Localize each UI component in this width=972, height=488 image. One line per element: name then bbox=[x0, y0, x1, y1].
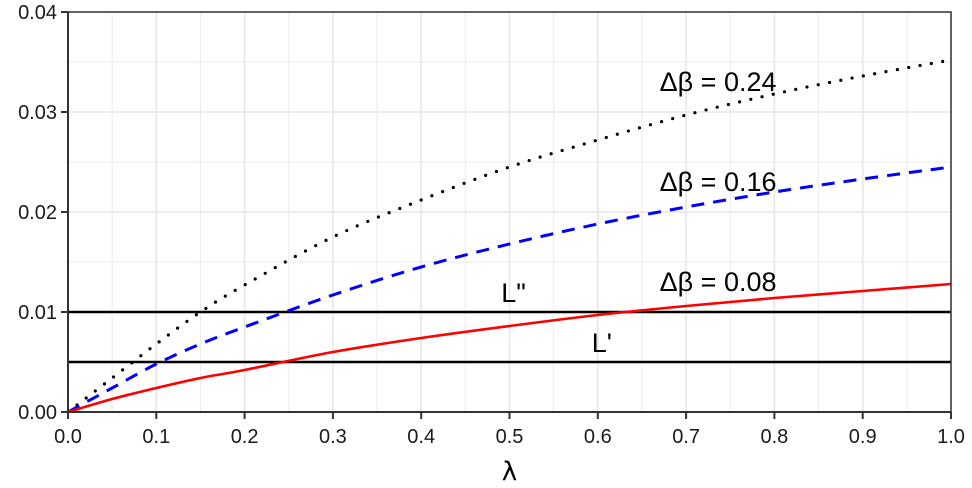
annotations: Δβ = 0.24 Δβ = 0.16 Δβ = 0.08 bbox=[660, 67, 777, 297]
delta-beta-label: Δβ = 0.24 bbox=[660, 67, 777, 97]
x-tick-label: 0.1 bbox=[142, 426, 170, 448]
x-tick-label: 0.8 bbox=[760, 426, 788, 448]
x-tick-label: 1.0 bbox=[937, 426, 965, 448]
x-tick-label: 0.3 bbox=[319, 426, 347, 448]
y-tick-label: 0.04 bbox=[18, 2, 57, 24]
y-tick-label: 0.02 bbox=[18, 202, 57, 224]
series-dashed-line bbox=[67, 165, 952, 414]
series-dotted-line bbox=[66, 58, 953, 414]
reference-lines: L" L' bbox=[68, 278, 951, 364]
x-tick-label: 0.9 bbox=[849, 426, 877, 448]
x-axis: 0.0 0.1 0.2 0.3 0.4 0.5 0.6 0.7 0.8 0.9 1.0 bbox=[54, 411, 965, 448]
x-tick-label: 0.2 bbox=[231, 426, 259, 448]
delta-beta-label: Δβ = 0.08 bbox=[660, 267, 777, 297]
hline-label: L" bbox=[501, 278, 526, 308]
y-tick-label: 0.00 bbox=[18, 402, 57, 424]
x-axis-title: λ bbox=[502, 457, 517, 487]
y-tick-label: 0.03 bbox=[18, 102, 57, 124]
x-tick-label: 0.4 bbox=[407, 426, 435, 448]
x-tick-label: 0.7 bbox=[672, 426, 700, 448]
data-series bbox=[66, 58, 953, 414]
x-tick-label: 0.5 bbox=[496, 426, 524, 448]
y-tick-label: 0.01 bbox=[18, 302, 57, 324]
x-tick-label: 0.0 bbox=[54, 426, 82, 448]
y-axis: 0.00 0.01 0.02 0.03 0.04 bbox=[18, 2, 69, 424]
series-solid-line bbox=[67, 282, 952, 414]
delta-beta-label: Δβ = 0.16 bbox=[660, 167, 777, 197]
x-tick-label: 0.6 bbox=[584, 426, 612, 448]
hline-label: L' bbox=[592, 328, 612, 358]
